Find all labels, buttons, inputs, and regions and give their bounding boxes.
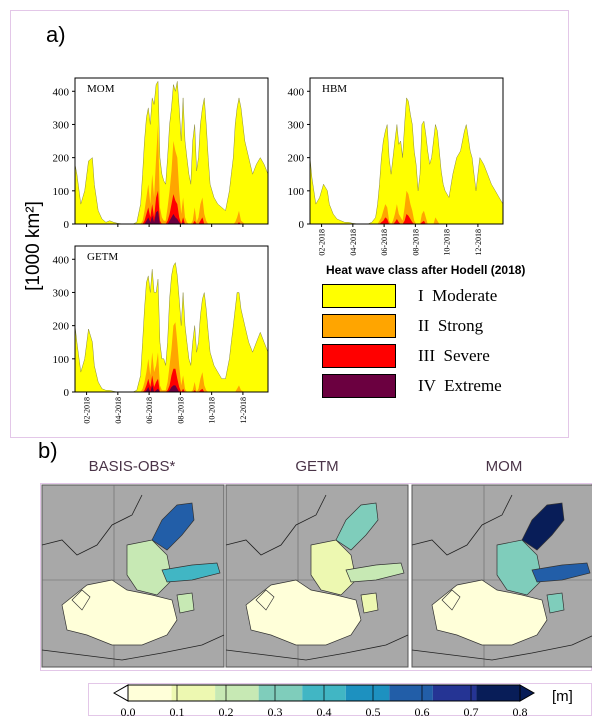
xtick-label: 08-2018 [176,397,185,424]
ytick-label: 300 [53,287,70,299]
ytick-label: 400 [288,86,305,98]
xtick-label: 08-2018 [411,229,420,256]
ytick-label: 300 [288,119,305,131]
ytick-label: 0 [64,219,70,231]
ytick-label: 100 [288,186,305,198]
ytick-label: 200 [288,153,305,165]
panel-a-frame [10,10,569,438]
map-title-basis: BASIS-OBS* [88,458,176,475]
legend-swatch [322,344,396,368]
legend-label: II Strong [418,316,484,335]
chart-title: GETM [87,251,118,263]
colorbar-bin [258,685,303,701]
map-title-getm: GETM [295,458,339,475]
legend-swatch [322,314,396,338]
panel-a-charts: 0 100 200 300 400 MOM 0 100 200 300 400 02-2018 04-… [53,77,504,424]
area-mom-strong [75,124,268,224]
area-hbm-strong [310,190,503,224]
colorbar-tick-label: 0.8 [513,705,528,719]
area-getm-severe [75,368,268,392]
ytick-label: 0 [64,387,70,399]
colorbar-unit: [m] [552,688,573,705]
ytick-label: 400 [53,254,70,266]
xtick-label: 12-2018 [239,397,248,424]
ytick-label: 100 [53,186,70,198]
chart-title: MOM [87,83,115,95]
xtick-label: 02-2018 [83,397,92,424]
area-mom-extreme [75,210,268,224]
colorbar-bin [128,685,172,701]
xtick-label: 04-2018 [114,397,123,424]
ytick-label: 100 [53,354,70,366]
xtick-label: 12-2018 [474,229,483,256]
colorbar-bin [476,685,520,701]
legend-swatch [322,374,396,398]
map-panel [411,484,592,668]
xtick-label: 06-2018 [380,229,389,256]
panel-b-label: b) [38,438,58,463]
colorbar-tick-label: 0.1 [170,705,185,719]
xtick-label: 06-2018 [145,397,154,424]
colorbar-tick-label: 0.2 [219,705,234,719]
chart-getm: 0 100 200 300 400 02-2018 04-2018 06-2018 08-201… [53,245,269,424]
area-getm-extreme [75,385,268,392]
xtick-label: 10-2018 [208,397,217,424]
map-title-mom: MOM [485,458,523,475]
area-getm-strong [75,322,268,392]
legend-label: I Moderate [418,286,498,305]
xtick-label: 10-2018 [443,229,452,256]
ytick-label: 200 [53,321,70,333]
area-mom-moderate [74,80,269,225]
colorbar-tick-label: 0.6 [415,705,430,719]
chart-hbm: 0 100 200 300 400 02-2018 04-2018 06-2018 08-201… [288,77,504,256]
ytick-label: 0 [299,219,305,231]
colorbar-bin [432,685,477,701]
maps [41,484,592,668]
ytick-label: 200 [53,153,70,165]
colorbar-tick-label: 0.0 [121,705,136,719]
chart-title: HBM [322,83,347,95]
colorbar-tick-label: 0.4 [317,705,332,719]
colorbar-bin [171,685,216,701]
area-hbm-severe [310,214,503,224]
colorbar-bin [215,685,259,701]
xtick-label: 04-2018 [349,229,358,256]
colorbar: 0.0 0.1 0.2 0.3 0.4 0.5 0.6 0.7 0.8 [112,684,536,719]
area-hbm-moderate [309,97,504,225]
xtick-label: 02-2018 [318,229,327,256]
ytick-label: 300 [53,119,70,131]
map-panel [225,484,409,668]
legend-label: III Severe [418,346,490,365]
legend-swatch [322,284,396,308]
colorbar-tick-label: 0.7 [464,705,479,719]
legend-label: IV Extreme [418,376,502,395]
legend-title: Heat wave class after Hodell (2018) [326,263,526,277]
ytick-label: 400 [53,86,70,98]
panel-a-label: a) [46,22,66,47]
area-mom-severe [75,190,268,224]
colorbar-tick-label: 0.3 [268,705,283,719]
colorbar-bin [345,685,390,701]
colorbar-tick-label: 0.5 [366,705,381,719]
map-panel [41,484,225,668]
chart-mom: 0 100 200 300 400 MOM [53,77,269,231]
colorbar-bin [389,685,433,701]
